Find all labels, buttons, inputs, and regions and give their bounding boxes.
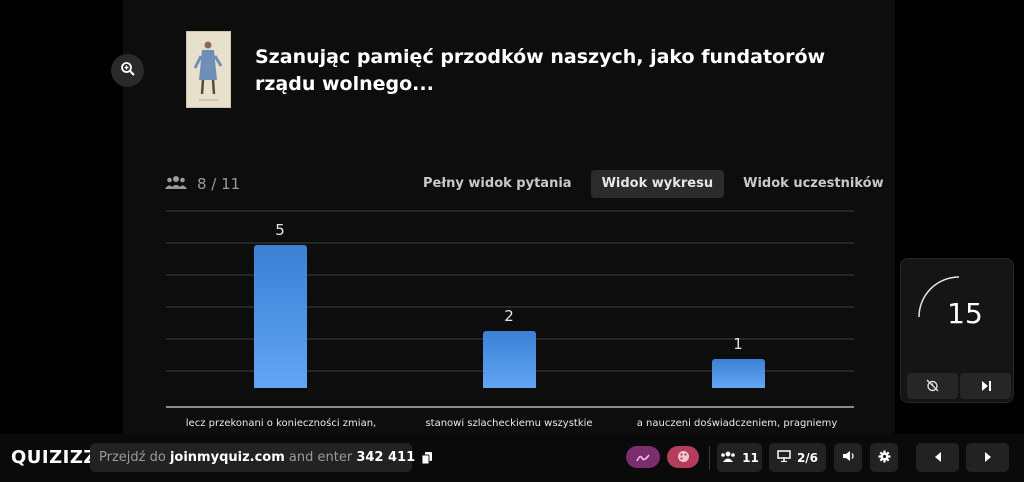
pen-icon (636, 448, 650, 467)
copy-icon[interactable] (422, 451, 433, 464)
skip-icon (980, 377, 992, 396)
bottom-bar: QUIZIZZ Przejdź do joinmyquiz.com and en… (0, 434, 1024, 482)
question-title: Szanując pamięć przodków naszych, jako f… (255, 46, 826, 95)
mute-timer-button[interactable] (907, 373, 958, 399)
participants-count: 11 (742, 450, 759, 465)
gear-icon (878, 450, 891, 466)
x-label-3: a nauczeni doświadczeniem, pragniemy (636, 418, 838, 429)
participants-button[interactable]: 11 (717, 443, 762, 472)
slides-button[interactable]: 2/6 (769, 443, 826, 472)
bar-2[interactable] (482, 330, 536, 388)
response-count: 8 / 11 (165, 175, 240, 193)
bar-1[interactable] (253, 244, 307, 388)
question-image[interactable] (186, 31, 231, 108)
x-label-2: stanowi szlacheckiemu wszystkie (425, 418, 593, 429)
zoom-button[interactable] (111, 54, 144, 87)
join-code: 342 411 (356, 450, 416, 465)
quizizz-logo: QUIZIZZ (11, 447, 97, 468)
response-count-text: 8 / 11 (197, 175, 241, 193)
skip-timer-button[interactable] (960, 373, 1011, 399)
bar-3[interactable] (711, 359, 765, 388)
slide-progress: 2/6 (796, 450, 819, 465)
view-tabs: Pełny widok pytania Widok wykresu Widok … (412, 170, 895, 198)
timer-value: 15 (947, 297, 983, 330)
response-chart: 5 2 1 lecz przekonani o konieczności zmian… (166, 200, 854, 434)
users-icon (720, 451, 736, 465)
annotate-button[interactable] (626, 446, 660, 468)
join-middle: and enter (288, 450, 353, 465)
divider (709, 446, 710, 470)
palette-icon (677, 448, 690, 467)
timer-card: 15 (900, 258, 1014, 403)
settings-button[interactable] (870, 443, 898, 472)
bar-value-label-2: 2 (504, 306, 514, 325)
presentation-icon (777, 450, 791, 465)
join-info[interactable]: Przejdź do joinmyquiz.com and enter 342 … (90, 443, 433, 472)
theme-button[interactable] (667, 446, 699, 468)
users-icon (165, 175, 187, 193)
bar-value-label-3: 1 (733, 335, 743, 354)
x-label-1: lecz przekonani o konieczności zmian, (185, 418, 377, 429)
timer-arc (918, 276, 960, 318)
volume-button[interactable] (834, 443, 862, 472)
tab-full-question[interactable]: Pełny widok pytania (423, 176, 572, 191)
tab-participants-view[interactable]: Widok uczestników (743, 176, 884, 191)
join-url: joinmyquiz.com (169, 450, 285, 465)
previous-button[interactable] (916, 443, 959, 472)
chevron-right-icon (984, 451, 992, 465)
next-button[interactable] (966, 443, 1009, 472)
join-prefix: Przejdź do (99, 450, 166, 465)
bar-value-label-1: 5 (275, 220, 285, 239)
tab-chart-view[interactable]: Widok wykresu (590, 170, 725, 198)
no-alarm-icon (926, 377, 939, 396)
volume-icon (842, 450, 855, 465)
chevron-left-icon (934, 451, 942, 465)
zoom-in-icon (120, 61, 136, 81)
